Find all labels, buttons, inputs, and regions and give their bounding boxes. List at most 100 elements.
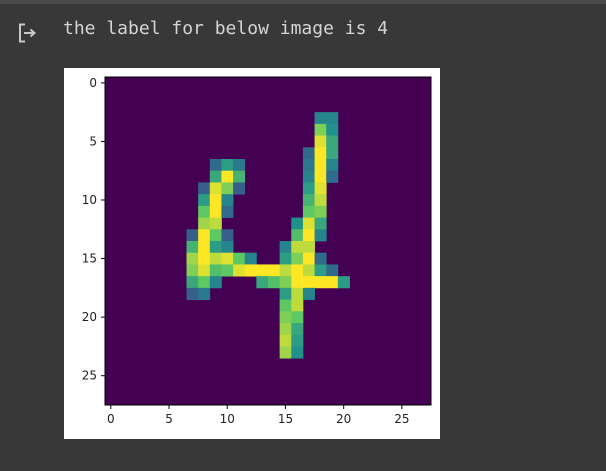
heatmap-cell xyxy=(279,299,292,312)
heatmap-cell xyxy=(326,135,339,148)
heatmap-cell xyxy=(279,276,292,289)
heatmap-cell xyxy=(198,205,211,218)
heatmap-cell xyxy=(209,217,222,230)
heatmap-cell xyxy=(221,159,234,172)
heatmap-cell xyxy=(198,252,211,265)
heatmap-cell xyxy=(198,229,211,242)
x-tick-label: 10 xyxy=(220,412,235,426)
heatmap-cell xyxy=(198,287,211,300)
heatmap-cell xyxy=(314,182,327,195)
heatmap-cell xyxy=(314,229,327,242)
heatmap-cell xyxy=(256,264,269,277)
heatmap-cell xyxy=(314,205,327,218)
heatmap-cell xyxy=(198,182,211,195)
y-tick-label: 25 xyxy=(82,369,97,383)
x-tick-label: 20 xyxy=(336,412,351,426)
heatmap-cell xyxy=(314,123,327,136)
heatmap-cell xyxy=(302,205,315,218)
heatmap-cell xyxy=(291,252,304,265)
heatmap-cell xyxy=(233,252,246,265)
heatmap-cell xyxy=(279,311,292,324)
heatmap-cell xyxy=(302,159,315,172)
heatmap-cell xyxy=(302,182,315,195)
heatmap-cell xyxy=(221,252,234,265)
heatmap-cell xyxy=(291,264,304,277)
heatmap-cell xyxy=(326,147,339,160)
x-tick-label: 15 xyxy=(278,412,293,426)
output-redirect-icon xyxy=(19,23,37,43)
mnist-image-plot: 0 5 10 15 20 25 0 5 10 15 20 25 xyxy=(82,76,432,426)
heatmap-cell xyxy=(314,264,327,277)
heatmap-cell xyxy=(244,252,257,265)
heatmap-background xyxy=(105,77,431,405)
heatmap-cell xyxy=(209,205,222,218)
heatmap-cell xyxy=(209,241,222,254)
figure: 0 5 10 15 20 25 0 5 10 15 20 25 xyxy=(64,68,440,439)
heatmap-cell xyxy=(233,182,246,195)
heatmap-cell xyxy=(291,276,304,289)
heatmap-cell xyxy=(314,217,327,230)
heatmap-cell xyxy=(326,170,339,183)
heatmap-cell xyxy=(209,264,222,277)
heatmap-cell xyxy=(221,229,234,242)
heatmap-cell xyxy=(302,217,315,230)
heatmap-cell xyxy=(337,276,350,289)
heatmap-cell xyxy=(279,334,292,347)
heatmap-cell xyxy=(209,229,222,242)
heatmap-cell xyxy=(209,159,222,172)
heatmap-cell xyxy=(256,276,269,289)
x-tick-label: 5 xyxy=(165,412,173,426)
heatmap-cell xyxy=(221,264,234,277)
plot-frame xyxy=(104,76,432,406)
heatmap-cell xyxy=(314,276,327,289)
heatmap-cell xyxy=(291,287,304,300)
y-tick-label: 15 xyxy=(82,252,97,266)
heatmap-cell xyxy=(221,194,234,207)
heatmap-cell xyxy=(291,346,304,359)
heatmap-cell xyxy=(314,252,327,265)
heatmap-cell xyxy=(186,252,199,265)
heatmap-cell xyxy=(279,241,292,254)
heatmap-cell xyxy=(291,217,304,230)
x-tick-label: 0 xyxy=(107,412,115,426)
heatmap-cell xyxy=(326,123,339,136)
heatmap-cell xyxy=(186,264,199,277)
heatmap-cell xyxy=(221,170,234,183)
heatmap-cell xyxy=(302,229,315,242)
heatmap-cell xyxy=(268,276,281,289)
heatmap-cell xyxy=(186,287,199,300)
heatmap-cell xyxy=(268,264,281,277)
heatmap-cell xyxy=(314,112,327,125)
heatmap-cell xyxy=(326,264,339,277)
heatmap-cell xyxy=(314,170,327,183)
heatmap-cell xyxy=(233,170,246,183)
heatmap-cell xyxy=(302,264,315,277)
heatmap-cell xyxy=(302,241,315,254)
heatmap-cell xyxy=(209,276,222,289)
top-border xyxy=(0,0,606,4)
heatmap-cell xyxy=(244,264,257,277)
x-tick-label: 25 xyxy=(394,412,409,426)
y-tick-label: 0 xyxy=(89,76,97,90)
heatmap-cell xyxy=(279,323,292,336)
heatmap-cell xyxy=(302,276,315,289)
heatmap-cell xyxy=(279,287,292,300)
heatmap-cell xyxy=(302,147,315,160)
heatmap-cell xyxy=(233,159,246,172)
heatmap-cell xyxy=(326,276,339,289)
y-tick-label: 10 xyxy=(82,193,97,207)
heatmap-cell xyxy=(233,264,246,277)
heatmap-cell xyxy=(186,276,199,289)
y-tick-label: 5 xyxy=(89,134,97,148)
heatmap-cell xyxy=(221,205,234,218)
heatmap-cell xyxy=(279,346,292,359)
heatmap-cell xyxy=(198,276,211,289)
y-tick-label: 20 xyxy=(82,310,97,324)
heatmap-cell xyxy=(291,334,304,347)
heatmap-cell xyxy=(291,241,304,254)
heatmap-cell xyxy=(302,194,315,207)
heatmap-cell xyxy=(326,112,339,125)
heatmap-cell xyxy=(198,264,211,277)
heatmap-cell xyxy=(279,252,292,265)
heatmap-cell xyxy=(198,241,211,254)
